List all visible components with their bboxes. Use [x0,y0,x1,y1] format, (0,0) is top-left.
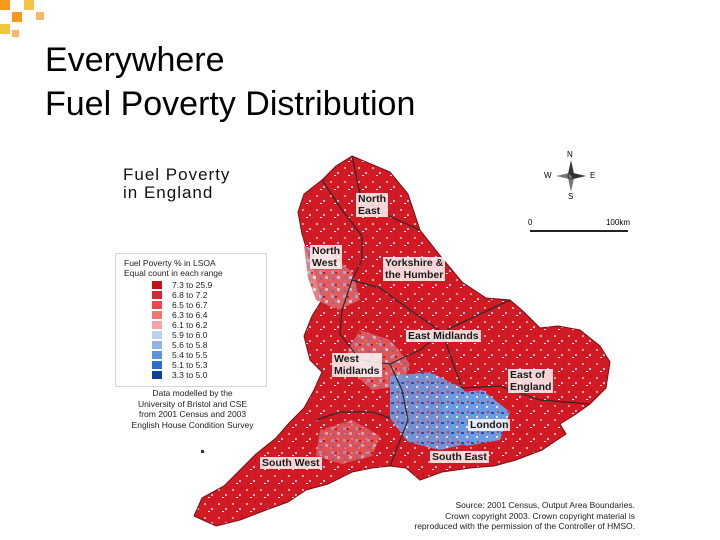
region-label-west-midlands: West Midlands [332,353,382,377]
region-label-north-west: North West [310,245,342,269]
legend-title-line-2: Equal count in each range [124,268,223,278]
legend-title: Fuel Poverty % in LSOA Equal count in ea… [124,258,223,278]
legend-label: 6.8 to 7.2 [172,290,208,300]
region-label-yorkshire-line-2: the Humber [385,269,444,281]
region-label-south-west-text: South West [262,457,320,469]
fuel-poverty-map: Fuel Poverty in England Fuel Poverty % i… [90,150,635,532]
legend-label: 5.4 to 5.5 [172,350,208,360]
legend-label: 5.6 to 5.8 [172,340,208,350]
source-note: Source: 2001 Census, Output Area Boundar… [315,500,635,532]
map-title-line-2: in England [123,183,214,202]
model-note-line: Data modelled by the [152,388,233,398]
legend-label: 7.3 to 25.9 [172,280,213,290]
legend-title-line-1: Fuel Poverty % in LSOA [124,258,216,268]
region-label-north-west-line-1: North [312,245,340,257]
scale-start-label: 0 [528,218,533,227]
legend-item: 7.3 to 25.9 [152,280,212,290]
region-label-east-line-1: East of [510,369,546,381]
scale-line [530,230,628,232]
legend-item: 5.6 to 5.8 [152,340,212,350]
legend-swatch [152,331,162,339]
map-title-line-1: Fuel Poverty [123,165,231,184]
region-label-east-midlands-text: East Midlands [408,330,479,342]
region-label-east-midlands: East Midlands [406,330,481,342]
legend-swatch [152,341,162,349]
legend-label: 5.9 to 6.0 [172,330,208,340]
compass-rose: N E S W [536,150,606,202]
map-title: Fuel Poverty in England [123,166,283,202]
region-label-south-east-text: South East [432,451,487,463]
legend-swatch [152,311,162,319]
legend-label: 5.1 to 5.3 [172,360,208,370]
england-landmass [193,155,611,527]
england-map-graphic [193,155,611,527]
map-marker [201,450,204,453]
mixed-zone-south-west [316,420,380,464]
legend-item: 3.3 to 5.0 [152,370,212,380]
legend-item: 6.3 to 6.4 [152,310,212,320]
region-label-west-midlands-line-1: West [334,353,359,365]
source-note-line: reproduced with the permission of the Co… [414,521,635,531]
legend-item: 5.4 to 5.5 [152,350,212,360]
model-note-line: from 2001 Census and 2003 [138,409,247,419]
legend-swatch [152,301,162,309]
legend-swatch [152,371,162,379]
region-label-east-line-2: England [510,381,552,393]
region-label-london: London [468,419,511,431]
legend-list: 7.3 to 25.9 6.8 to 7.2 6.5 to 6.7 6.3 to 6.… [152,280,212,380]
legend-label: 6.1 to 6.2 [172,320,208,330]
corner-decoration [0,0,44,37]
legend-swatch [152,291,162,299]
legend-label: 6.3 to 6.4 [172,310,208,320]
legend-item: 5.9 to 6.0 [152,330,212,340]
legend-swatch [152,361,162,369]
region-label-south-east: South East [430,451,489,463]
legend-item: 6.1 to 6.2 [152,320,212,330]
region-label-north-west-line-2: West [312,257,337,269]
compass-east: E [590,171,596,180]
legend-item: 6.5 to 6.7 [152,300,212,310]
compass-north: N [567,150,573,159]
compass-south: S [568,192,574,201]
legend-swatch [152,321,162,329]
slide-title: Everywhere Fuel Poverty Distribution [45,38,685,126]
region-label-west-midlands-line-2: Midlands [334,365,380,377]
legend-swatch [152,281,162,289]
region-label-north-east-line-1: North [358,193,386,205]
compass-west: W [544,171,552,180]
slide-title-line-1: Everywhere [45,41,225,79]
source-note-line: Source: 2001 Census, Output Area Boundar… [455,500,635,510]
region-label-south-west: South West [260,457,322,469]
model-note-line: English House Condition Survey [131,419,254,430]
region-label-east-of-england: East of England [508,369,554,393]
slide-title-line-2: Fuel Poverty Distribution [45,85,416,123]
region-label-yorkshire-line-1: Yorkshire & [385,257,444,269]
scale-end-label: 100km [605,218,630,227]
compass-icon [556,160,586,192]
source-note-line: Crown copyright 2003. Crown copyright ma… [445,510,635,521]
model-note: Data modelled by the University of Bristo… [105,388,280,430]
legend-item: 6.8 to 7.2 [152,290,212,300]
region-label-yorkshire: Yorkshire & the Humber [383,257,446,281]
blue-zone-london [442,390,510,446]
region-label-london-text: London [470,419,509,431]
region-label-north-east-line-2: East [358,205,381,217]
region-label-north-east: North East [356,193,388,217]
model-note-line: University of Bristol and CSE [137,398,248,409]
map-legend: Fuel Poverty % in LSOA Equal count in ea… [115,253,267,387]
legend-swatch [152,351,162,359]
legend-label: 3.3 to 5.0 [172,370,208,380]
legend-item: 5.1 to 5.3 [152,360,212,370]
legend-label: 6.5 to 6.7 [172,300,208,310]
scale-bar: 0 100km [528,218,630,238]
